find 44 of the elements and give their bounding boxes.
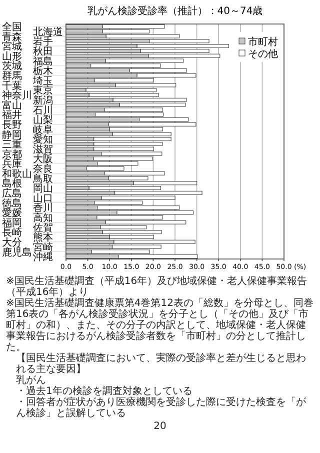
- category: 福島: [33, 56, 53, 68]
- category: 石川: [33, 105, 53, 116]
- text: 乳がん: [15, 375, 47, 386]
- category: 静岡: [2, 130, 22, 141]
- category: 岐阜: [33, 124, 53, 136]
- category: 千葉: [2, 80, 22, 92]
- category: 鹿児島: [2, 247, 32, 258]
- text: ・回答者が症状があり医療機関を受診した際に受けた検査を「がん検診」と誤解している: [15, 397, 307, 419]
- text: ・過去1年の検診を調査対象としている: [15, 386, 194, 397]
- category: 北海道: [33, 26, 63, 38]
- category: 山口: [33, 193, 53, 204]
- category: 山形: [2, 51, 22, 62]
- category: 鳥取: [33, 174, 53, 185]
- category: 長野: [2, 120, 22, 131]
- text: 【国民生活基礎調査において、実際の受診率と差が生じると思われる主な要因】: [15, 353, 307, 375]
- category: 宮城: [2, 42, 22, 53]
- category: 栃木: [33, 66, 53, 78]
- category: 京都: [2, 149, 22, 160]
- category: 沖縄: [33, 252, 53, 264]
- category: 福岡: [2, 218, 22, 229]
- legend-label: 市町村: [248, 36, 278, 48]
- legend-label: その他: [248, 48, 278, 60]
- category: 徳島: [2, 198, 22, 210]
- category: 奈良: [33, 164, 53, 176]
- category: 岡山: [33, 184, 53, 195]
- text: ※国民生活基礎調査（平成16年）及び地域保健・老人保健事業報告（平成16年）より: [6, 276, 308, 298]
- category: 大分: [2, 237, 22, 248]
- category: 長崎: [2, 228, 22, 239]
- category: 愛知: [33, 134, 53, 146]
- category: 広島: [2, 188, 22, 200]
- title: 乳がん検診受診率（推計）：40～74歳: [87, 6, 263, 17]
- category: 高知: [33, 212, 53, 224]
- category: 茨城: [2, 61, 22, 72]
- category: 香川: [33, 203, 53, 214]
- text: ※国民生活基礎調査健康票第4巻第12表の「総数」を分母とし、同巻第16表の「各がん検診受診状況」を分子とし（「その他」及び「市町村」の和）、また、その分子の内訳として、地域保健・老人保健事業報告におけるがん検診受診者数を「市町村」の分として推計した。: [6, 298, 314, 353]
- category: 滋賀: [33, 144, 53, 156]
- category: 福井: [2, 110, 22, 122]
- category: 群馬: [2, 71, 22, 82]
- category: 宮崎: [33, 242, 53, 254]
- text: 20: [152, 421, 168, 432]
- category: 青森: [2, 32, 22, 43]
- category: 和歌山: [2, 168, 32, 180]
- category: 佐賀: [33, 222, 53, 234]
- category: 新潟: [33, 95, 53, 106]
